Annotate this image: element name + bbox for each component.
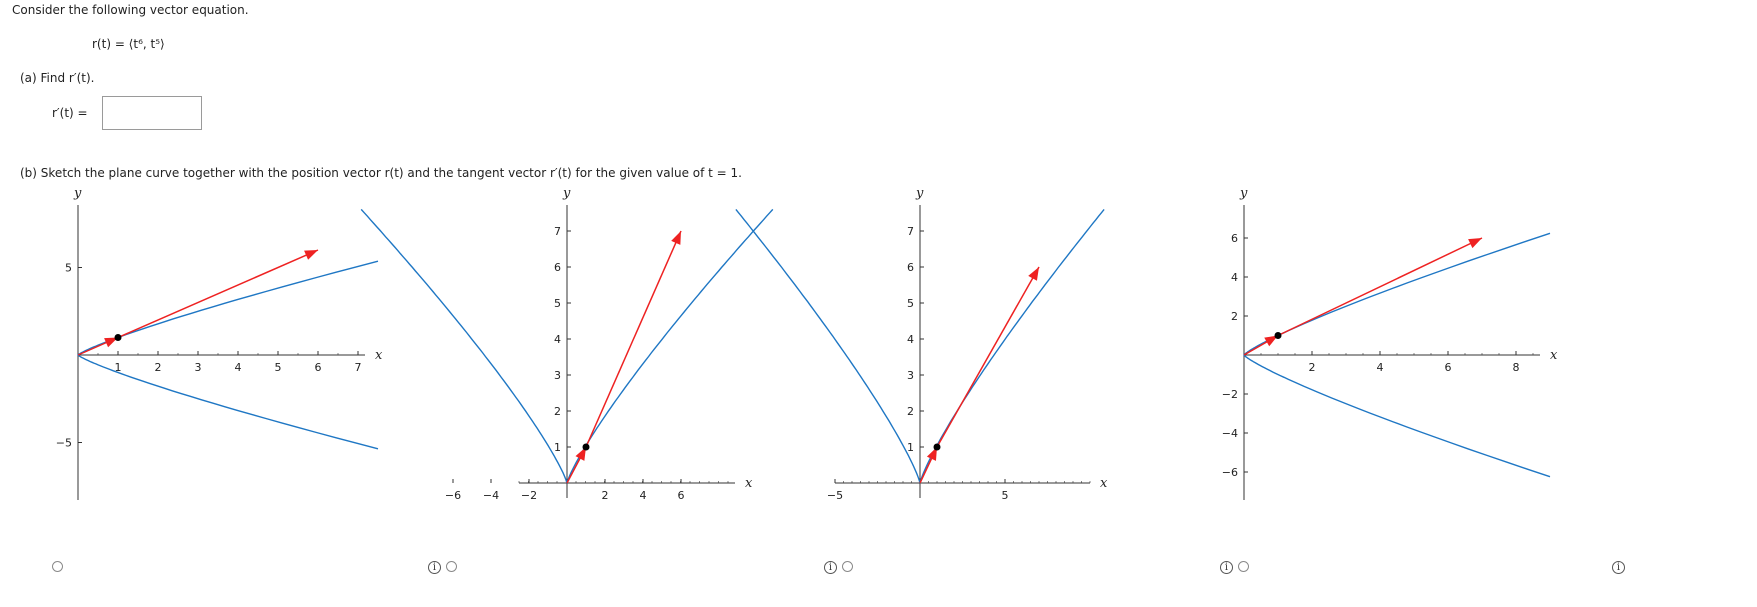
part-a-prompt: (a) Find r′(t). xyxy=(20,71,95,85)
x-tick-label: 8 xyxy=(1513,361,1520,374)
x-tick-label: 6 xyxy=(315,361,322,374)
graph-option-4: x y 2 4 6 8 −6 −4 −2 2 4 6 xyxy=(1222,186,1558,500)
x-tick-label: 3 xyxy=(195,361,202,374)
x-tick-label: 1 xyxy=(115,361,122,374)
x-tick-label: 4 xyxy=(235,361,242,374)
x-tick-label: 6 xyxy=(678,489,685,502)
x-tick-label: 5 xyxy=(1002,489,1009,502)
curve-left-branch xyxy=(360,208,568,484)
y-tick-label: −2 xyxy=(1222,388,1238,401)
y-tick-label: 3 xyxy=(554,369,561,382)
x-tick-label: −5 xyxy=(827,489,843,502)
y-axis-label: y xyxy=(562,186,571,201)
radio-option-4[interactable] xyxy=(1238,561,1249,572)
curve-lower-branch xyxy=(77,354,379,450)
x-tick-label: −6 xyxy=(445,489,461,502)
x-tick-label: 5 xyxy=(275,361,282,374)
part-b-prompt: (b) Sketch the plane curve together with… xyxy=(20,166,742,180)
y-tick-label: 1 xyxy=(554,441,561,454)
info-icon[interactable]: i xyxy=(824,561,837,574)
y-tick-label: 5 xyxy=(554,297,561,310)
curve-right-branch xyxy=(919,208,1105,484)
x-tick-label: 6 xyxy=(1445,361,1452,374)
position-vector-arrowhead xyxy=(104,337,118,348)
y-tick-label: 6 xyxy=(907,261,914,274)
tangent-vector-arrowhead xyxy=(671,231,681,245)
y-axis-label: y xyxy=(1239,186,1248,201)
part-a-label: r′(t) = xyxy=(52,106,88,120)
y-tick-label: 3 xyxy=(907,369,914,382)
y-tick-label: 4 xyxy=(554,333,561,346)
position-vector-arrowhead xyxy=(1264,335,1278,347)
radio-option-2[interactable] xyxy=(446,561,457,572)
curve-point xyxy=(1274,332,1282,339)
y-tick-label: 6 xyxy=(554,261,561,274)
x-tick-label: 4 xyxy=(640,489,647,502)
curve-right-branch xyxy=(566,208,774,484)
tangent-vector xyxy=(585,230,682,448)
info-icon[interactable]: i xyxy=(428,561,441,574)
y-tick-label: 5 xyxy=(907,297,914,310)
graph-option-1: x y 1 2 3 4 5 6 7 −5 5 xyxy=(56,186,383,500)
x-tick-label: −2 xyxy=(521,489,537,502)
x-tick-label: 2 xyxy=(1309,361,1316,374)
curve-point xyxy=(582,443,590,451)
y-tick-label: 1 xyxy=(907,441,914,454)
y-tick-label: 2 xyxy=(554,405,561,418)
y-axis-label: y xyxy=(915,186,924,201)
tangent-vector xyxy=(936,266,1040,448)
y-axis-label: y xyxy=(73,186,82,201)
position-vector-arrowhead xyxy=(575,447,586,461)
y-tick-label: 7 xyxy=(554,225,561,238)
curve-left-branch xyxy=(735,208,921,484)
x-tick-label: 2 xyxy=(602,489,609,502)
x-tick-label: −4 xyxy=(483,489,499,502)
y-tick-label: 4 xyxy=(907,333,914,346)
info-icon[interactable]: i xyxy=(1612,561,1625,574)
x-axis-label: x xyxy=(1100,476,1108,491)
curve-point xyxy=(114,334,122,341)
tangent-vector xyxy=(117,249,319,339)
curve-upper-branch xyxy=(1243,232,1551,356)
derivative-answer-input[interactable] xyxy=(102,96,202,130)
position-vector-arrowhead xyxy=(926,447,937,461)
y-tick-label: 7 xyxy=(907,225,914,238)
curve-point xyxy=(933,443,941,451)
y-tick-label: 2 xyxy=(907,405,914,418)
x-tick-label: 7 xyxy=(355,361,362,374)
tangent-vector-arrowhead xyxy=(1468,238,1482,249)
problem-intro: Consider the following vector equation. xyxy=(12,3,249,17)
x-axis-label: x xyxy=(1550,348,1558,363)
curve-lower-branch xyxy=(1243,354,1551,478)
x-tick-label: 2 xyxy=(155,361,162,374)
x-axis-label: x xyxy=(745,476,753,491)
tangent-vector-arrowhead xyxy=(1028,267,1039,281)
vector-equation: r(t) = ⟨t⁶, t⁵⟩ xyxy=(92,37,165,51)
y-tick-label: 5 xyxy=(65,262,72,275)
x-axis-label: x xyxy=(375,348,383,363)
tangent-vector-arrowhead xyxy=(304,250,318,260)
y-tick-label: 6 xyxy=(1231,232,1238,245)
graph-option-3: x y −5 5 1 2 3 4 5 6 7 xyxy=(735,186,1108,502)
info-icon[interactable]: i xyxy=(1220,561,1233,574)
radio-option-1[interactable] xyxy=(52,561,63,572)
x-tick-label: 4 xyxy=(1377,361,1384,374)
y-tick-label: 2 xyxy=(1231,310,1238,323)
y-tick-label: −6 xyxy=(1222,466,1238,479)
y-tick-label: −5 xyxy=(56,437,72,450)
radio-option-3[interactable] xyxy=(842,561,853,572)
curve-upper-branch xyxy=(77,260,379,356)
y-tick-label: −4 xyxy=(1222,427,1238,440)
graph-option-2: x y −6 −4 −2 2 4 6 1 2 3 4 5 6 7 xyxy=(360,186,774,502)
y-tick-label: 4 xyxy=(1231,271,1238,284)
tangent-vector xyxy=(1277,237,1483,337)
